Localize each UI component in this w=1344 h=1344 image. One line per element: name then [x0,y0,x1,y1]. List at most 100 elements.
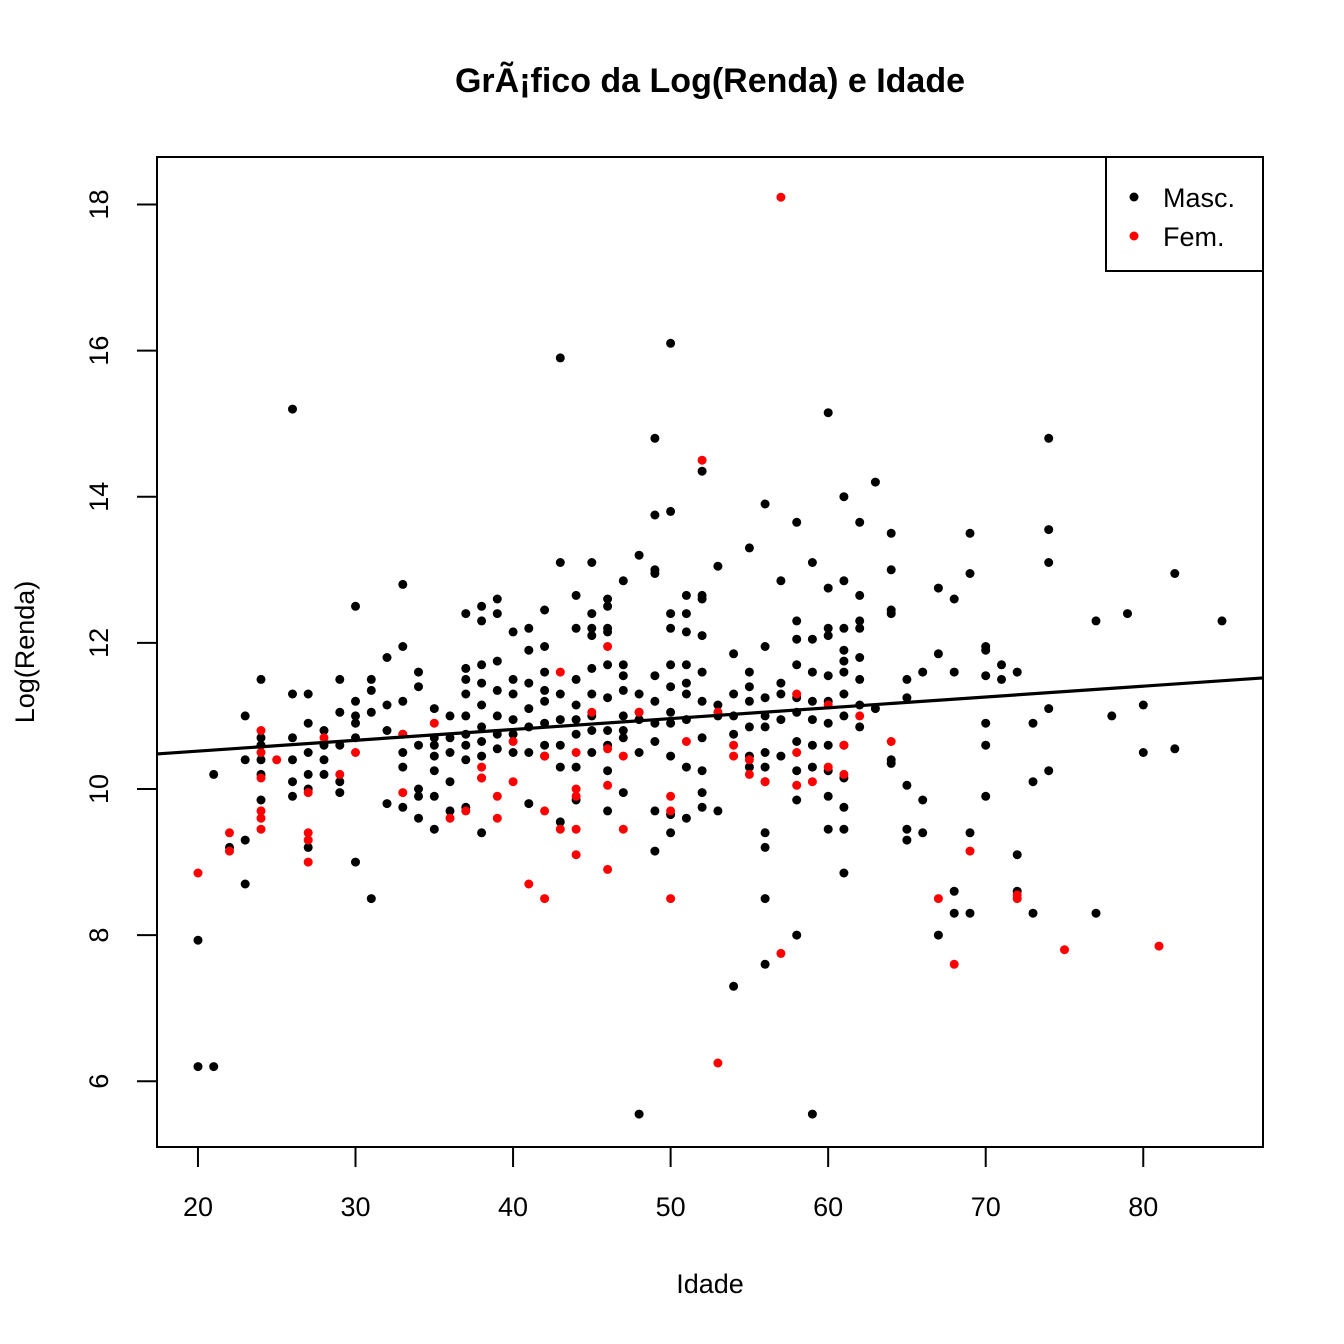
plot-box [156,156,1264,1148]
data-point-masc [666,682,676,692]
data-point-masc [351,718,360,728]
data-point-masc [965,528,975,538]
data-point-masc [918,795,928,805]
data-point-masc [492,594,502,604]
data-point-masc [524,645,534,655]
data-point-masc [240,711,250,721]
data-point-masc [681,590,691,600]
data-point-masc [792,737,802,746]
data-point-masc [1091,908,1101,918]
data-point-fem [776,948,786,958]
data-point-masc [477,601,487,611]
data-point-masc [587,623,597,633]
data-point-masc [603,660,613,670]
data-point-masc [792,766,802,776]
data-point-masc [697,788,707,798]
x-tick-label: 20 [183,1192,213,1222]
data-point-masc [571,623,581,633]
data-point-masc [807,696,817,706]
data-point-masc [823,631,833,641]
data-point-masc [366,674,376,684]
data-point-fem [445,813,455,823]
data-point-fem [256,813,266,823]
data-point-fem [398,788,408,798]
data-point-masc [902,780,912,790]
data-point-masc [555,740,565,750]
data-point-masc [1044,558,1054,567]
data-point-masc [571,590,581,600]
data-point-fem [225,828,234,838]
data-point-masc [902,824,912,834]
data-point-masc [886,528,896,538]
data-point-masc [429,751,439,761]
data-point-masc [949,908,959,918]
data-point-masc [839,492,849,502]
x-axis: 20 30 40 50 60 70 80 [183,1146,1158,1222]
data-point-masc [335,674,345,684]
data-point-fem [1060,945,1069,955]
data-point-masc [445,748,455,757]
data-point-fem [303,788,313,798]
data-point-masc [240,835,250,845]
data-point-fem [681,737,691,746]
data-point-fem [256,748,266,757]
data-point-masc [681,689,691,699]
data-point-masc [288,777,297,787]
data-point-masc [744,762,754,772]
y-axis-label: Log(Renda) [10,581,40,724]
data-point-masc [461,711,471,721]
data-point-fem [618,751,628,761]
data-point-masc [855,653,865,662]
data-point-masc [839,802,849,812]
data-point-masc [918,667,928,677]
data-point-masc [855,517,865,527]
data-point-masc [729,649,739,659]
data-point-masc [303,748,313,757]
data-point-masc [477,737,487,746]
data-point-masc [524,748,534,757]
data-point-masc [681,627,691,637]
data-point-fem [666,894,676,904]
data-point-fem [603,744,613,754]
data-point-masc [587,609,597,619]
data-point-masc [587,748,597,757]
data-point-masc [760,959,770,969]
data-point-fem [886,737,896,746]
data-point-masc [650,696,660,706]
data-point-masc [634,748,644,757]
x-tick-label: 30 [340,1192,370,1222]
data-point-masc [461,609,471,619]
data-point-masc [618,726,628,735]
data-point-masc [429,740,439,750]
data-point-masc [540,740,550,750]
data-point-masc [414,682,423,692]
data-point-masc [650,806,660,816]
data-point-masc [823,408,833,418]
data-point-masc [603,806,613,816]
data-point-fem [807,777,817,787]
data-point-masc [949,667,959,677]
data-point-masc [823,583,833,593]
data-point-fem [256,773,266,783]
data-point-fem [839,740,849,750]
data-point-masc [792,660,802,670]
data-point-fem [571,850,581,860]
data-point-fem [540,806,550,816]
data-point-masc [744,667,754,677]
data-point-masc [351,711,360,721]
data-point-fem [729,740,739,750]
data-point-masc [807,1109,817,1119]
data-point-masc [650,671,660,681]
data-point-masc [839,623,849,633]
data-point-fem [555,824,565,834]
data-point-masc [414,784,423,794]
data-point-masc [855,590,865,600]
data-point-masc [776,689,786,699]
data-point-masc [886,758,896,768]
data-point-masc [776,715,786,725]
data-point-masc [555,353,565,363]
data-point-masc [681,660,691,670]
data-point-masc [1091,616,1101,626]
y-tick-label: 16 [84,336,114,366]
data-point-fem [351,748,360,757]
